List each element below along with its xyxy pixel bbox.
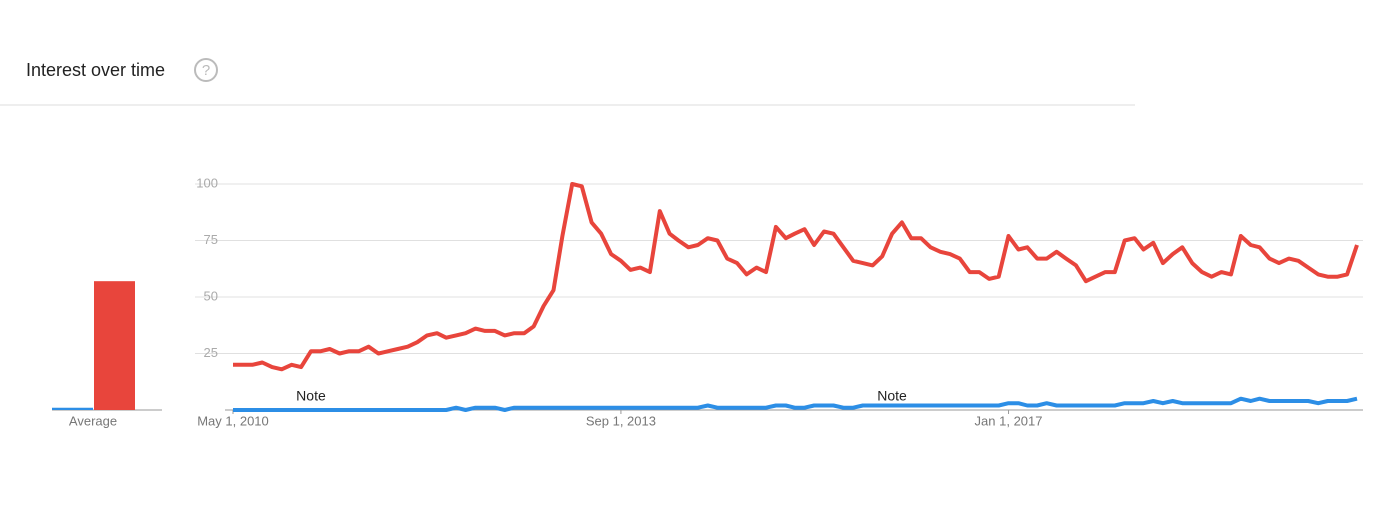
annotation: Note	[296, 388, 326, 404]
y-tick-label: 50	[204, 288, 218, 303]
x-tick-label: May 1, 2010	[197, 413, 269, 428]
series-line	[233, 182, 1359, 372]
y-tick-label: 100	[196, 175, 218, 190]
average-bar	[94, 281, 135, 410]
x-tick-label: Sep 1, 2013	[586, 413, 656, 428]
series-line	[233, 396, 1358, 412]
help-icon-label[interactable]: ?	[202, 62, 210, 79]
x-tick-label: Jan 1, 2017	[975, 413, 1043, 428]
average-label: Average	[69, 413, 117, 428]
average-bar	[52, 407, 93, 410]
help-icon[interactable]	[194, 58, 218, 82]
y-tick-label: 75	[204, 232, 218, 247]
annotation: Note	[877, 388, 907, 404]
chart-title: Interest over time	[26, 60, 165, 80]
y-tick-label: 25	[204, 345, 218, 360]
